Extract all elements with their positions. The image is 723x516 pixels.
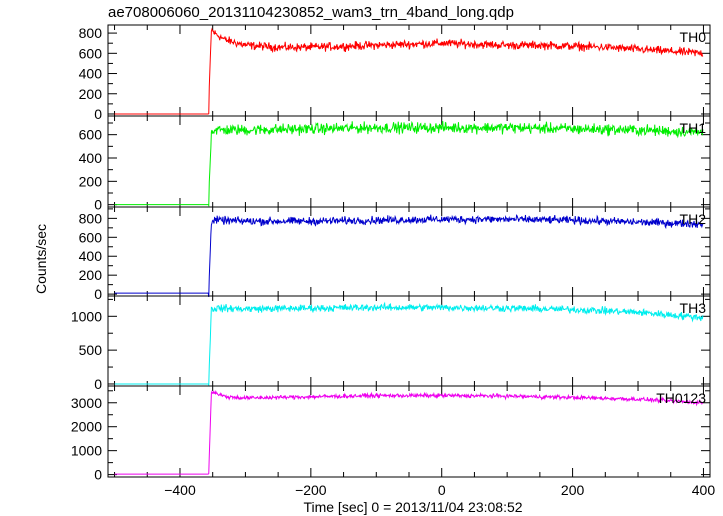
panel-TH0123: 0 1000 2000 3000 TH0123 −400 −200 0 200 400 [71, 385, 716, 498]
series-line-TH1 [114, 120, 704, 208]
y-tick-label: 600 [79, 229, 103, 245]
band-label-TH0: TH0 [680, 29, 707, 45]
y-tick-label: 400 [79, 66, 103, 82]
y-tick-label: 400 [79, 248, 103, 264]
series-line-TH3 [114, 301, 704, 387]
y-tick-label: 0 [94, 286, 102, 302]
series-line-TH0123 [114, 389, 704, 475]
panel-TH1: 0 200 400 600 TH1 [79, 115, 711, 213]
y-tick-label: 0 [94, 467, 102, 483]
y-tick-label: 2000 [71, 419, 102, 435]
y-tick-label: 600 [79, 45, 103, 61]
panels-group: 0 200 400 600 800 TH0 0 200 400 600 TH1 0 200 400 600 8… [71, 24, 716, 498]
y-tick-label: 800 [79, 25, 103, 41]
panel-TH0: 0 200 400 600 800 TH0 [79, 24, 711, 122]
band-label-TH3: TH3 [680, 300, 707, 316]
panel-TH2: 0 200 400 600 800 TH2 [79, 206, 711, 302]
x-tick-label: −400 [164, 482, 196, 498]
x-tick-label: −200 [295, 482, 327, 498]
y-tick-label: 800 [79, 210, 103, 226]
y-tick-label: 200 [79, 173, 103, 189]
y-tick-label: 1000 [71, 443, 102, 459]
series-line-TH0 [114, 27, 704, 115]
y-tick-label: 400 [79, 150, 103, 166]
panel-frame [107, 24, 711, 117]
y-tick-label: 0 [94, 376, 102, 392]
band-label-TH0123: TH0123 [656, 390, 706, 406]
plot-title: ae708006060_20131104230852_wam3_trn_4ban… [108, 4, 514, 21]
y-tick-label: 3000 [71, 395, 102, 411]
panel-TH3: 0 500 1000 TH3 [71, 295, 711, 392]
y-tick-label: 200 [79, 267, 103, 283]
y-axis-label: Counts/sec [33, 224, 49, 294]
panel-frame [107, 385, 711, 478]
y-tick-label: 500 [79, 342, 103, 358]
band-label-TH2: TH2 [680, 211, 707, 227]
y-tick-label: 600 [79, 127, 103, 143]
y-tick-label: 0 [94, 106, 102, 122]
x-tick-label: 200 [561, 482, 585, 498]
x-axis-label: Time [sec] 0 = 2013/11/04 23:08:52 [303, 499, 522, 515]
series-line-TH2 [114, 214, 704, 297]
y-tick-label: 1000 [71, 308, 102, 324]
band-label-TH1: TH1 [680, 120, 707, 136]
y-tick-label: 200 [79, 86, 103, 102]
x-tick-label: 400 [692, 482, 716, 498]
x-tick-label: 0 [438, 482, 446, 498]
y-tick-label: 0 [94, 197, 102, 213]
